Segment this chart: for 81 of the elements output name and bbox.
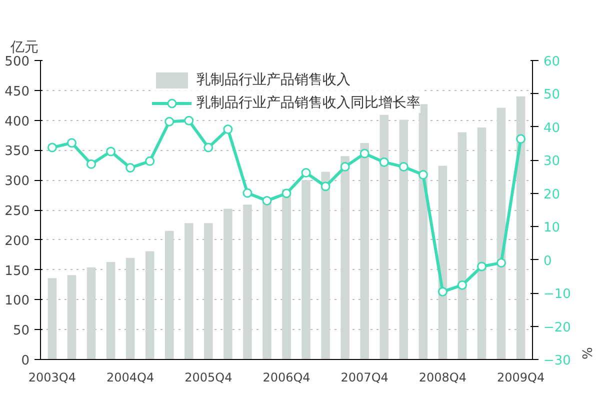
bar	[262, 201, 272, 360]
y-tick-label: 400	[4, 114, 30, 130]
bar	[184, 223, 194, 360]
y2-tick-label: 60	[544, 54, 560, 70]
x-tick-label: 2007Q4	[340, 370, 388, 384]
point	[379, 157, 389, 167]
y2-tick-label: 0	[544, 254, 552, 269]
y-axis-title: 亿元	[10, 40, 38, 56]
y-tick-label: 50	[12, 324, 30, 339]
y-tick-label: 350	[4, 144, 30, 160]
y2-tick-label: 50	[544, 88, 560, 103]
point	[360, 148, 370, 158]
y-tick-label: 150	[4, 264, 30, 279]
point	[282, 188, 292, 198]
y-tick-label: 100	[4, 294, 30, 309]
y2-tick-label: −30	[544, 354, 571, 368]
bar	[516, 96, 526, 360]
point	[47, 142, 57, 152]
point	[126, 163, 136, 173]
bar	[340, 156, 350, 360]
point	[516, 134, 526, 144]
point	[66, 138, 76, 148]
legend-label: 乳制品行业产品销售收入	[196, 71, 350, 89]
bar	[67, 275, 76, 360]
point	[496, 258, 506, 268]
bar	[145, 251, 154, 360]
point	[86, 159, 96, 169]
bar	[106, 262, 116, 360]
y2-tick-label: −20	[544, 320, 571, 336]
bar	[86, 267, 96, 360]
point	[184, 116, 194, 126]
x-tick-label: 2005Q4	[184, 370, 232, 384]
y2-tick-label: 30	[544, 154, 560, 170]
x-tick-label: 2008Q4	[418, 370, 467, 384]
legend-label: 乳制品行业产品销售收入同比增长率	[196, 94, 420, 112]
y-tick-label: 450	[4, 84, 30, 100]
point	[145, 156, 155, 166]
point	[242, 188, 252, 198]
y-tick-label: 500	[4, 54, 30, 70]
y2-tick-label: 10	[544, 220, 560, 236]
point	[320, 182, 330, 192]
bar	[302, 180, 310, 360]
point	[262, 196, 272, 206]
y2-tick-label: 40	[544, 120, 560, 136]
bar	[477, 127, 486, 360]
bar	[48, 278, 57, 360]
point	[204, 142, 214, 152]
y-tick-label: 250	[4, 204, 30, 219]
point	[476, 262, 486, 272]
bar	[321, 172, 330, 360]
y2-tick-label: −10	[544, 287, 571, 302]
bar	[399, 120, 408, 360]
bar	[418, 104, 428, 360]
y-tick-label: 0	[21, 354, 30, 368]
point	[418, 170, 428, 180]
y-tick-label: 200	[4, 234, 30, 249]
point	[301, 168, 311, 178]
y2-axis-title: %	[578, 347, 594, 360]
point	[438, 286, 448, 296]
point	[340, 162, 350, 172]
bar	[458, 132, 467, 360]
x-tick-label: 2009Q4	[496, 370, 545, 384]
y-tick-label: 300	[4, 174, 30, 190]
point	[106, 146, 116, 156]
x-tick-label: 2004Q4	[106, 370, 154, 384]
x-tick-label: 2003Q4	[28, 370, 76, 384]
bar	[243, 204, 252, 360]
point	[223, 124, 233, 134]
bar	[496, 108, 506, 360]
bar	[126, 258, 135, 360]
bar	[164, 230, 174, 360]
point	[398, 162, 408, 172]
point	[457, 280, 467, 290]
bar	[204, 223, 213, 360]
y2-tick-label: 20	[544, 187, 560, 202]
bar	[360, 143, 369, 360]
bar	[224, 208, 232, 360]
x-tick-label: 2006Q4	[262, 370, 310, 384]
bar	[380, 114, 389, 360]
bar	[282, 189, 291, 360]
point	[164, 116, 174, 126]
